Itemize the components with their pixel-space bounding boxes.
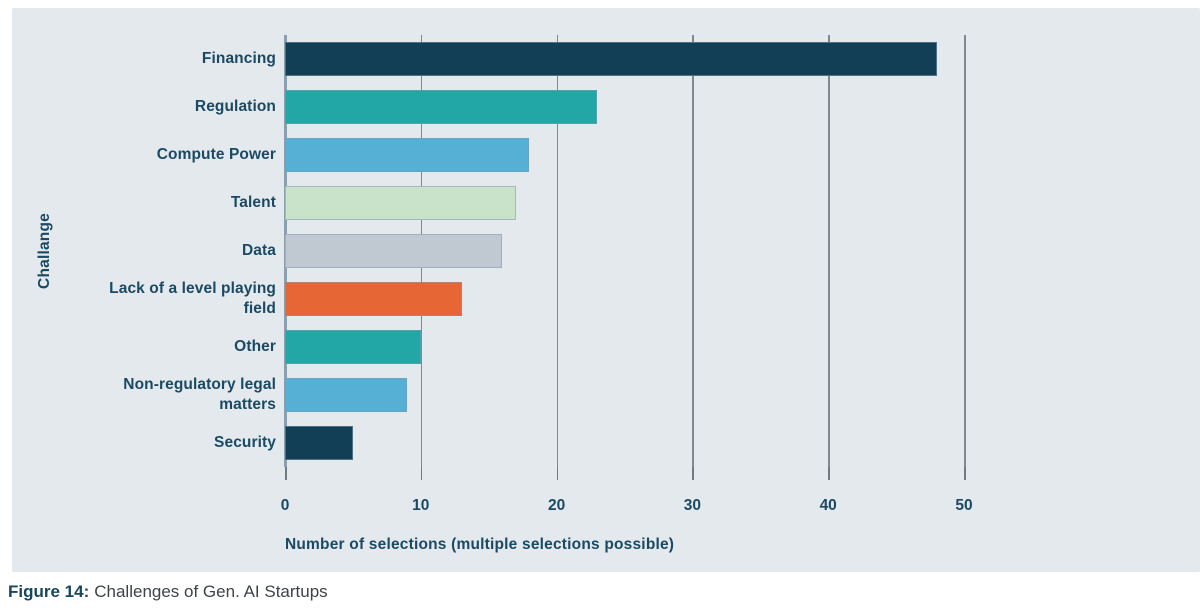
category-label: Non-regulatory legal matters [123, 376, 276, 413]
x-tick-mark [964, 467, 966, 480]
bar-compute-power [285, 138, 530, 172]
gridline-20 [556, 35, 559, 467]
plot-area: 0 10 20 30 40 50 [281, 35, 1085, 514]
gridline-30 [692, 35, 694, 467]
bar-talent [285, 186, 516, 220]
x-tick-label: 50 [955, 497, 973, 514]
bar-financing [285, 42, 937, 76]
x-tick-label: 20 [547, 497, 566, 514]
category-labels-column: Financing Regulation Compute Power Talent Da… [80, 35, 276, 467]
x-axis-title: Number of selections (multiple selection… [285, 536, 675, 553]
bar-security [285, 426, 353, 460]
gridline-50 [964, 35, 966, 467]
bar-non-regulatory-legal-matters [285, 378, 408, 412]
chart-panel: Challange Financing Regulation Compute Pow… [12, 8, 1200, 572]
figure-caption: Figure 14: Challenges of Gen. AI Startups [8, 582, 328, 602]
category-label: Talent [230, 194, 276, 211]
category-label: Compute Power [156, 146, 276, 163]
category-label: Financing [201, 50, 276, 67]
category-label: Security [214, 434, 276, 451]
x-tick-mark [285, 467, 287, 480]
figure-caption-text: Challenges of Gen. AI Startups [94, 582, 328, 601]
x-tick-label: 40 [819, 497, 837, 514]
y-axis-title-text: Challange [36, 213, 53, 289]
bar-regulation [285, 90, 598, 124]
category-label: Lack of a level playing field [109, 280, 276, 317]
bar-data [285, 234, 503, 268]
x-tick-mark [556, 467, 559, 480]
x-tick-label: 10 [412, 497, 430, 514]
category-label: Regulation [194, 98, 276, 115]
category-label: Data [242, 242, 276, 259]
gridline-40 [828, 35, 830, 467]
x-tick-label: 30 [683, 497, 702, 514]
category-label: Other [234, 338, 276, 355]
x-tick-label: 0 [280, 497, 290, 514]
x-tick-mark [420, 467, 423, 480]
figure-caption-number: Figure 14: [8, 582, 90, 601]
bar-other [285, 330, 421, 364]
bar-lack-of-a-level-playing-field [285, 282, 462, 316]
y-axis-title: Challange [32, 35, 58, 467]
x-tick-mark [828, 467, 830, 480]
x-tick-mark [692, 467, 694, 480]
